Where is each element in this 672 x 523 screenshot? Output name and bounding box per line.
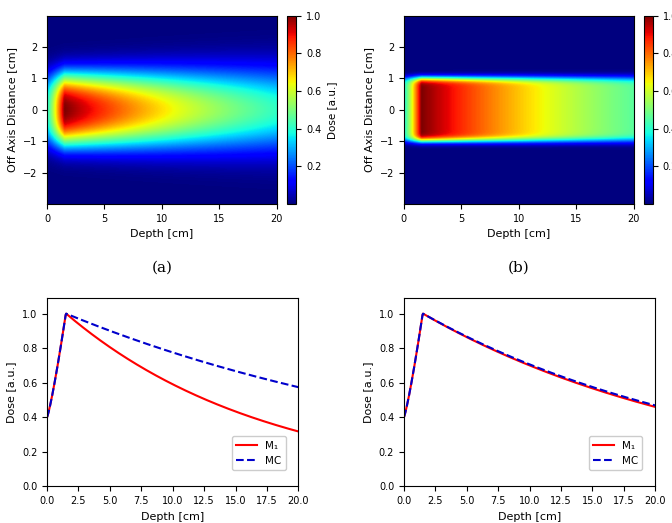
MC xyxy=(606,390,614,396)
Legend: M₁, MC: M₁, MC xyxy=(232,436,286,470)
Line: M₁: M₁ xyxy=(47,314,298,431)
M₁ xyxy=(606,391,614,397)
M₁ xyxy=(519,360,528,366)
M₁ xyxy=(193,393,201,399)
MC xyxy=(550,371,558,377)
Legend: M₁, MC: M₁, MC xyxy=(589,436,642,470)
M₁ xyxy=(249,415,257,421)
M₁ xyxy=(550,372,558,378)
M₁ xyxy=(294,428,302,435)
M₁ xyxy=(163,378,171,384)
Y-axis label: Dose [a.u.]: Dose [a.u.] xyxy=(7,361,16,423)
MC xyxy=(62,311,70,317)
M₁ xyxy=(419,311,427,317)
MC xyxy=(163,347,171,354)
MC xyxy=(419,311,427,317)
M₁ xyxy=(43,414,51,420)
M₁ xyxy=(165,379,173,385)
X-axis label: Depth [cm]: Depth [cm] xyxy=(130,229,194,239)
MC xyxy=(249,373,257,379)
Text: (a): (a) xyxy=(151,260,173,275)
Text: (b): (b) xyxy=(508,260,530,275)
MC xyxy=(400,414,408,420)
Y-axis label: Off Axis Distance [cm]: Off Axis Distance [cm] xyxy=(364,47,374,173)
M₁ xyxy=(521,360,530,367)
MC xyxy=(651,402,659,408)
M₁ xyxy=(651,404,659,410)
M₁ xyxy=(62,311,70,317)
X-axis label: Depth [cm]: Depth [cm] xyxy=(141,511,204,521)
MC xyxy=(165,348,173,354)
MC xyxy=(43,414,51,420)
Y-axis label: Off Axis Distance [cm]: Off Axis Distance [cm] xyxy=(7,47,17,173)
Line: MC: MC xyxy=(47,314,298,417)
M₁ xyxy=(536,367,544,373)
X-axis label: Depth [cm]: Depth [cm] xyxy=(498,511,561,521)
M₁ xyxy=(400,414,408,420)
Y-axis label: Dose [a.u.]: Dose [a.u.] xyxy=(327,81,337,139)
M₁ xyxy=(179,386,187,393)
M₁ xyxy=(646,402,654,408)
MC xyxy=(646,401,654,407)
MC xyxy=(536,366,544,372)
MC xyxy=(289,383,297,389)
M₁ xyxy=(289,427,297,433)
Y-axis label: Dose [a.u.]: Dose [a.u.] xyxy=(364,361,373,423)
MC xyxy=(519,359,528,365)
MC xyxy=(179,353,187,359)
MC xyxy=(521,359,530,366)
Line: M₁: M₁ xyxy=(404,314,655,417)
MC xyxy=(294,384,302,390)
X-axis label: Depth [cm]: Depth [cm] xyxy=(487,229,550,239)
Line: MC: MC xyxy=(404,314,655,417)
MC xyxy=(193,357,201,363)
